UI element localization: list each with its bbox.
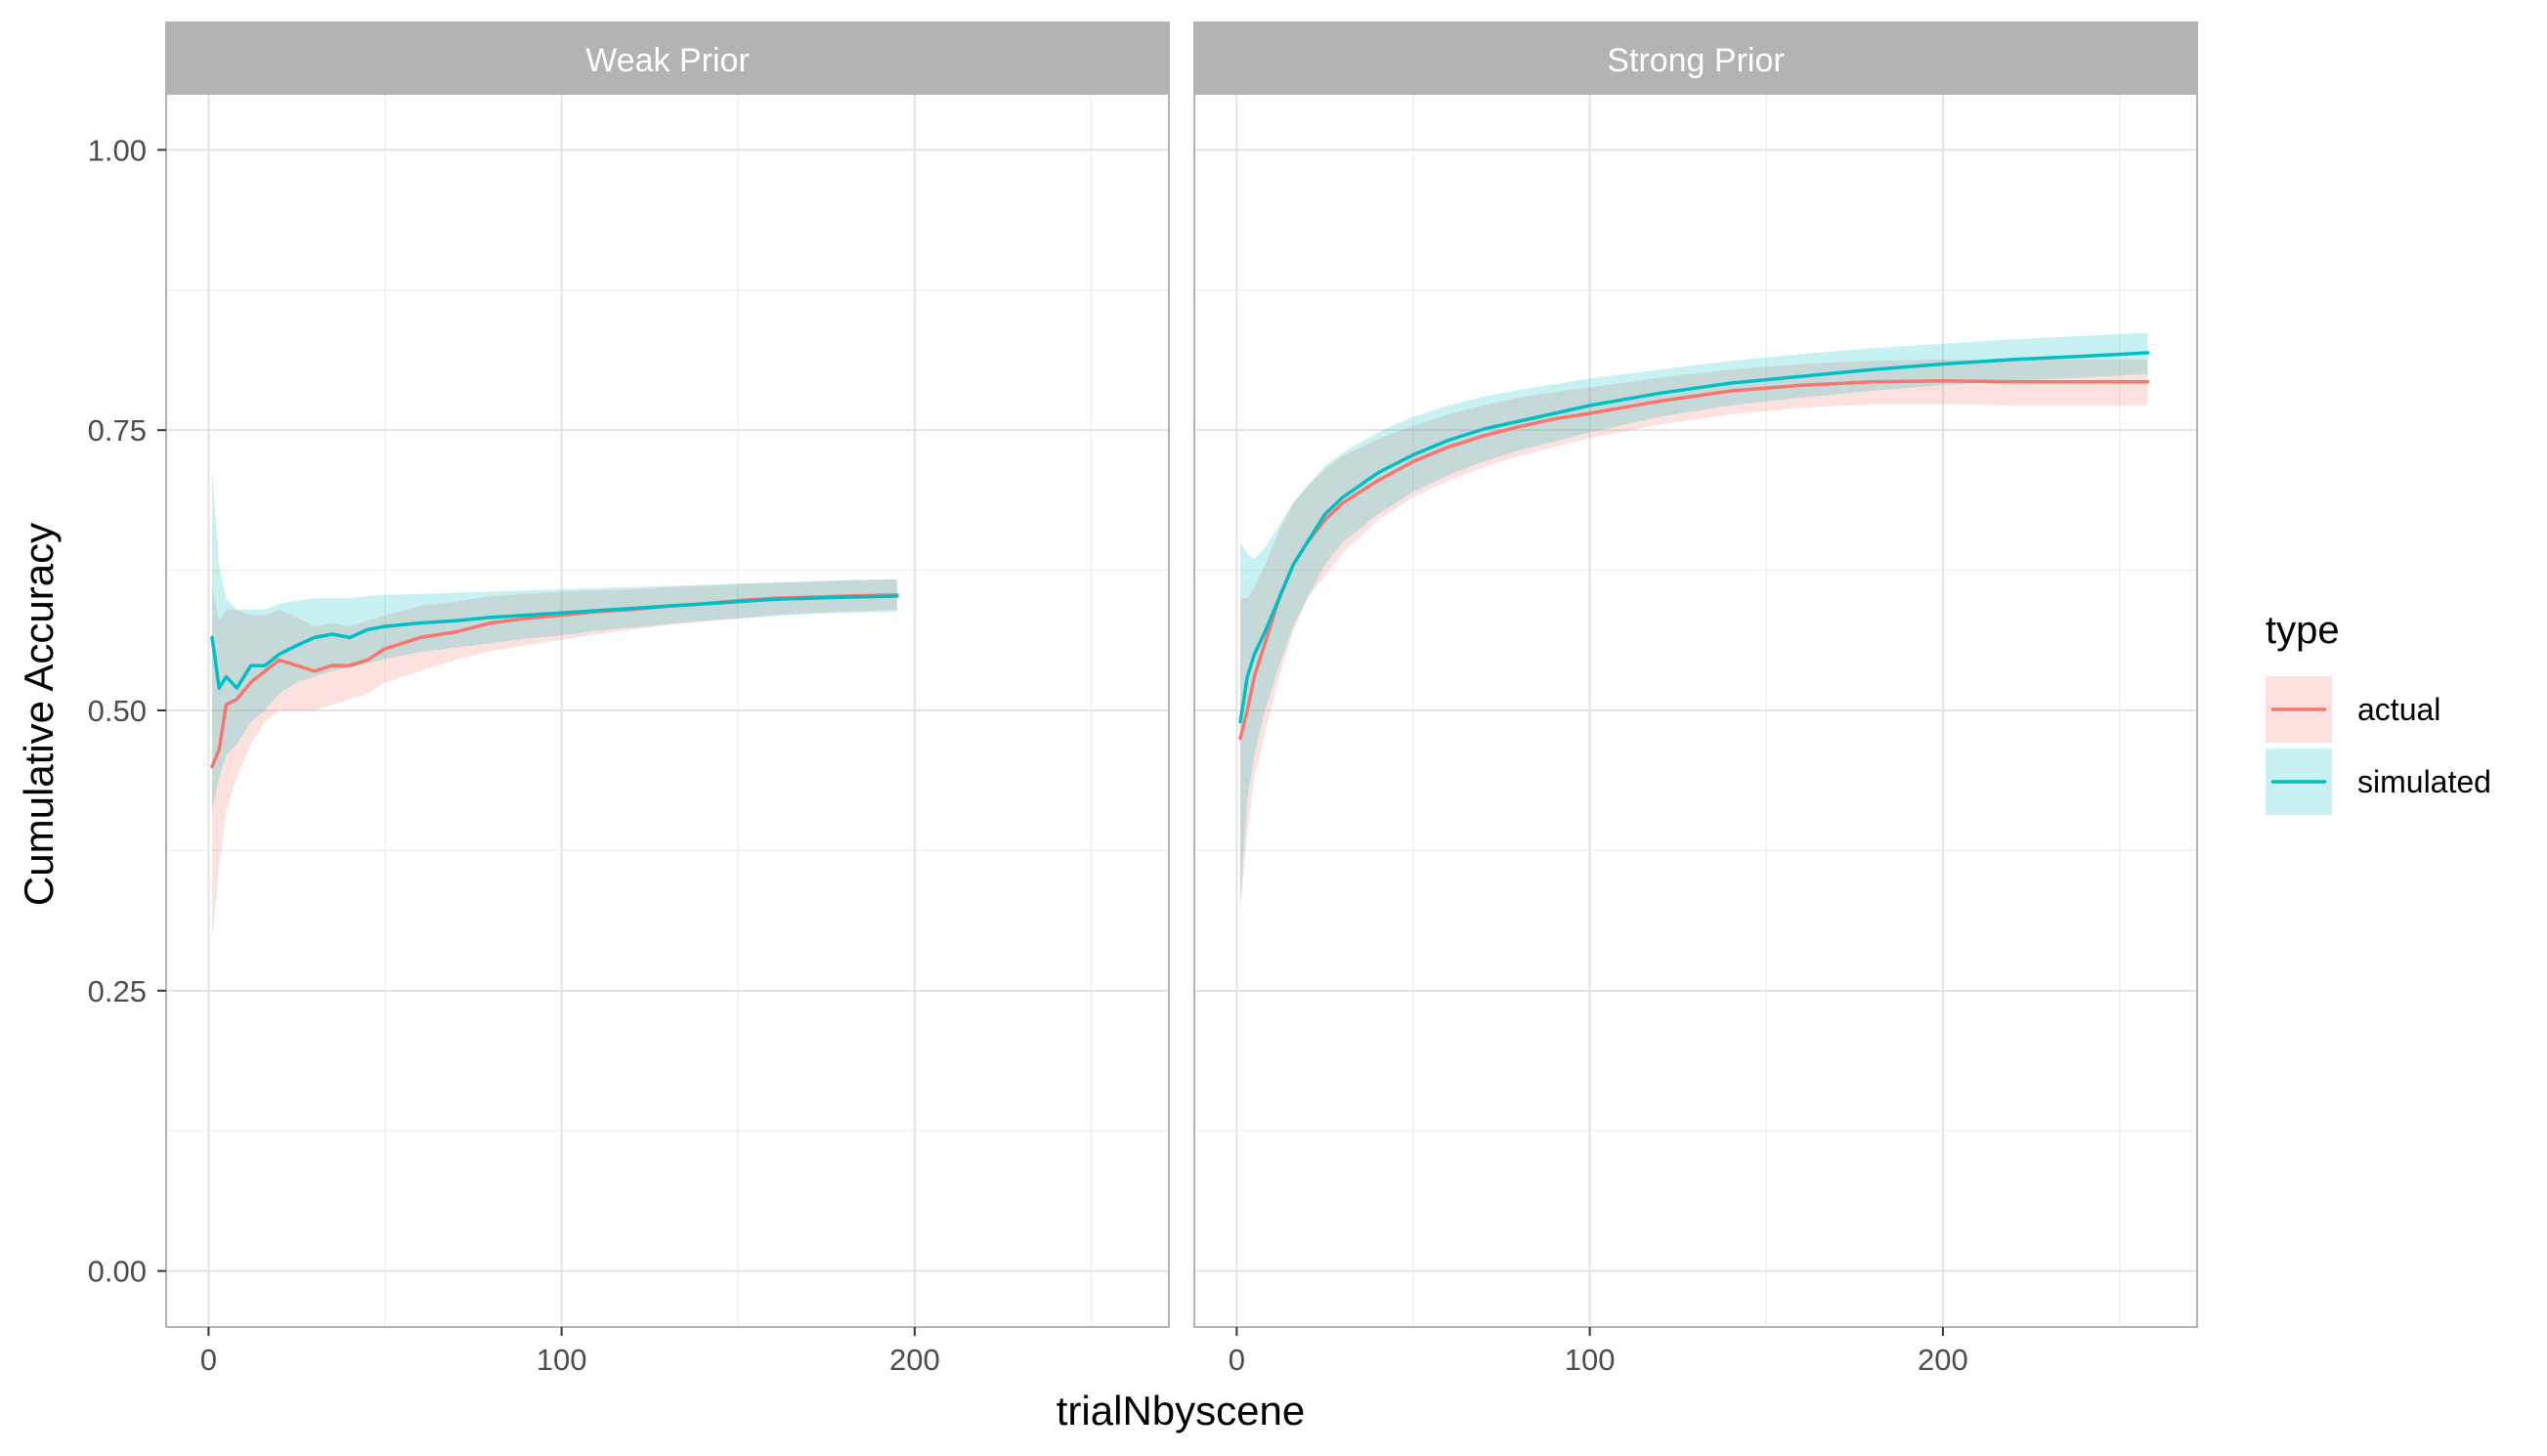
y-tick-label: 0.75 <box>88 413 147 448</box>
x-tick-label: 200 <box>889 1343 940 1377</box>
y-tick-label: 0.25 <box>88 974 147 1008</box>
x-tick-label: 0 <box>200 1343 217 1377</box>
legend-label-actual: actual <box>2357 692 2440 727</box>
y-tick-label: 0.00 <box>88 1255 147 1289</box>
facet-strip-label: Weak Prior <box>585 42 750 79</box>
legend-item-actual: actual <box>2266 676 2440 743</box>
panel-border <box>1193 93 2198 1328</box>
facet-strip <box>165 21 1170 95</box>
x-tick-label: 200 <box>1918 1343 1968 1377</box>
facet-panels: Weak Prior 0 100 200 0.00 0.25 0.50 0.75 1.00 Str… <box>88 21 2198 1377</box>
legend-label-simulated: simulated <box>2357 764 2491 799</box>
facet-strip <box>1193 21 2198 95</box>
confidence-band-simulated <box>212 469 897 812</box>
facet-strip-label: Strong Prior <box>1607 42 1784 79</box>
legend-title: type <box>2266 609 2340 652</box>
y-tick-label: 0.50 <box>88 694 147 728</box>
y-axis-title: Cumulative Accuracy <box>16 523 62 906</box>
legend: type actual simulated <box>2266 609 2491 815</box>
x-tick-label: 100 <box>537 1343 587 1377</box>
facet-1: Weak Prior 0 100 200 0.00 0.25 0.50 0.75 1.00 <box>88 21 1170 1377</box>
x-tick-label: 100 <box>1565 1343 1616 1377</box>
facet-2: Strong Prior 0 100 200 <box>1193 21 2198 1377</box>
confidence-band-actual <box>212 578 897 941</box>
x-axis-title: trialNbyscene <box>1057 1388 1305 1434</box>
series-line-simulated <box>1238 351 2150 724</box>
y-tick-label: 1.00 <box>88 133 147 167</box>
series-line-simulated <box>210 594 899 690</box>
x-tick-label: 0 <box>1229 1343 1245 1377</box>
legend-item-simulated: simulated <box>2266 749 2491 815</box>
